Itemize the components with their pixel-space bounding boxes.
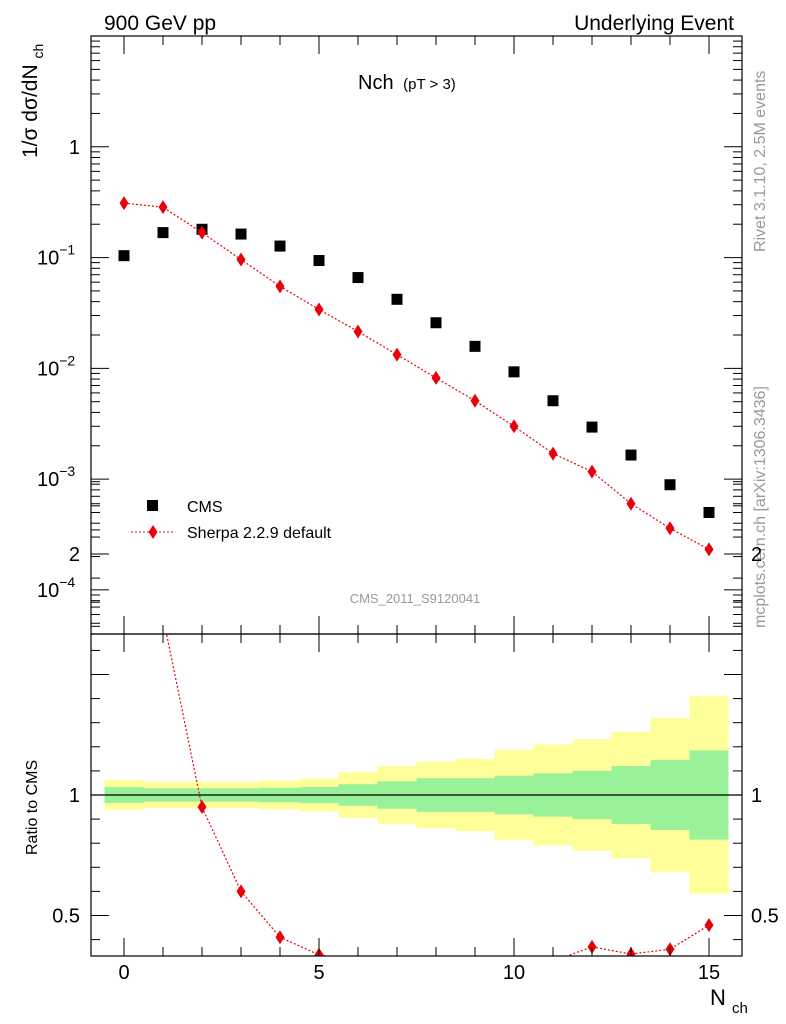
- sherpa-point: [431, 370, 441, 385]
- ratio-tick-label-right: 0.5: [751, 906, 779, 928]
- sherpa-point: [236, 252, 246, 267]
- cms-point: [586, 421, 598, 433]
- y-axis-label-main: 1/σ dσ/dN: [19, 64, 42, 158]
- ratio-point-sherpa: [587, 939, 597, 954]
- sherpa-line: [123, 202, 710, 550]
- cms-point: [274, 240, 286, 252]
- cms-point: [469, 340, 481, 352]
- sherpa-point: [470, 393, 480, 408]
- ratio-y-axis-label: Ratio to CMS: [24, 760, 41, 855]
- sherpa-point: [197, 225, 207, 240]
- x-tick-label: 15: [698, 962, 720, 984]
- y-tick-label: 10−3: [37, 463, 75, 491]
- ratio-point-sherpa: [197, 800, 207, 815]
- x-axis-label-sub: ch: [732, 1000, 748, 1017]
- y-tick-label: 10−1: [37, 242, 75, 270]
- main-frame: [90, 35, 743, 635]
- plot-title-main: Nch: [358, 72, 394, 94]
- x-tick-label: 0: [118, 962, 129, 984]
- y-tick-label-base: 10: [37, 358, 59, 380]
- ratio-tick-label-right: 2: [751, 544, 762, 566]
- legend-marker-cms: [147, 500, 158, 511]
- cms-point: [391, 293, 403, 305]
- cms-point: [547, 395, 559, 407]
- y-tick-label-exp: −2: [59, 352, 75, 368]
- cms-point: [703, 506, 715, 518]
- cms-point: [313, 255, 325, 267]
- legend: CMS Sherpa 2.2.9 default: [131, 499, 332, 542]
- side-label-top: Rivet 3.1.10, 2.5M events: [752, 71, 769, 252]
- watermark: CMS_2011_S9120041: [350, 591, 481, 606]
- cms-point: [118, 250, 130, 262]
- cms-point: [157, 227, 169, 239]
- y-tick-label-exp: −1: [59, 242, 75, 258]
- y-axis-label: 1/σ dσ/dN ch: [19, 44, 46, 158]
- side-label-bottom: mcplots.cern.ch [arXiv:1306.3436]: [752, 386, 769, 628]
- header-left: 900 GeV pp: [104, 12, 216, 35]
- y-axis-label-sub: ch: [30, 44, 46, 59]
- x-axis-label-main: N: [710, 985, 726, 1010]
- y-tick-label-base: 10: [37, 580, 59, 602]
- sherpa-point: [704, 542, 714, 557]
- ratio-tick-label: 2: [69, 544, 80, 566]
- cms-point: [664, 479, 676, 491]
- ratio-point-sherpa: [393, 957, 402, 971]
- x-tick-label: 5: [313, 962, 324, 984]
- cms-point: [352, 272, 364, 284]
- header-right: Underlying Event: [574, 12, 734, 35]
- sherpa-point: [392, 347, 402, 362]
- sherpa-point: [275, 279, 285, 294]
- y-tick-label: 1: [69, 137, 80, 159]
- plot-title-sub: (pT > 3): [403, 76, 456, 93]
- sherpa-point: [119, 196, 129, 211]
- sherpa-point: [314, 302, 324, 317]
- sherpa-point: [353, 324, 363, 339]
- ratio-point-sherpa: [704, 918, 714, 933]
- cms-point: [430, 317, 442, 329]
- sherpa-point: [548, 446, 558, 461]
- sherpa-point: [587, 464, 597, 479]
- ratio-point-sherpa: [275, 930, 285, 945]
- sherpa-point: [158, 200, 168, 215]
- y-tick-label-base: 10: [37, 248, 59, 270]
- sherpa-point: [665, 521, 675, 536]
- sherpa-point: [509, 419, 519, 434]
- legend-label-cms: CMS: [187, 499, 223, 516]
- ratio-tick-label-right: 1: [751, 785, 762, 807]
- x-tick-label: 10: [503, 962, 525, 984]
- ratio-panel: 0 5 10 15 2 2 1 1 0.5 0.5 Ratio to CMS N ch: [24, 481, 779, 1017]
- cms-point: [235, 228, 247, 240]
- ratio-tick-label: 1: [69, 785, 80, 807]
- y-tick-label: 10−4: [37, 574, 75, 602]
- ratio-tick-label: 0.5: [52, 906, 80, 928]
- cms-point: [625, 449, 637, 461]
- legend-label-sherpa: Sherpa 2.2.9 default: [187, 525, 332, 542]
- y-tick-label-exp: −4: [59, 574, 75, 590]
- ratio-point-sherpa: [471, 957, 480, 971]
- ratio-line-sherpa: [165, 634, 710, 956]
- plot-title: Nch (pT > 3): [358, 72, 456, 94]
- ratio-point-sherpa: [236, 884, 246, 899]
- legend-marker-sherpa: [148, 525, 158, 539]
- x-axis-label: N ch: [710, 985, 748, 1017]
- y-tick-label-base: 10: [37, 469, 59, 491]
- y-tick-label-exp: −3: [59, 463, 75, 479]
- sherpa-point: [626, 496, 636, 511]
- main-panel: 110−110−210−310−4 Nch (pT > 3) CMS_2011_…: [19, 35, 743, 635]
- y-tick-label: 10−2: [37, 352, 75, 380]
- ratio-point-sherpa: [432, 957, 441, 971]
- cms-point: [508, 366, 520, 378]
